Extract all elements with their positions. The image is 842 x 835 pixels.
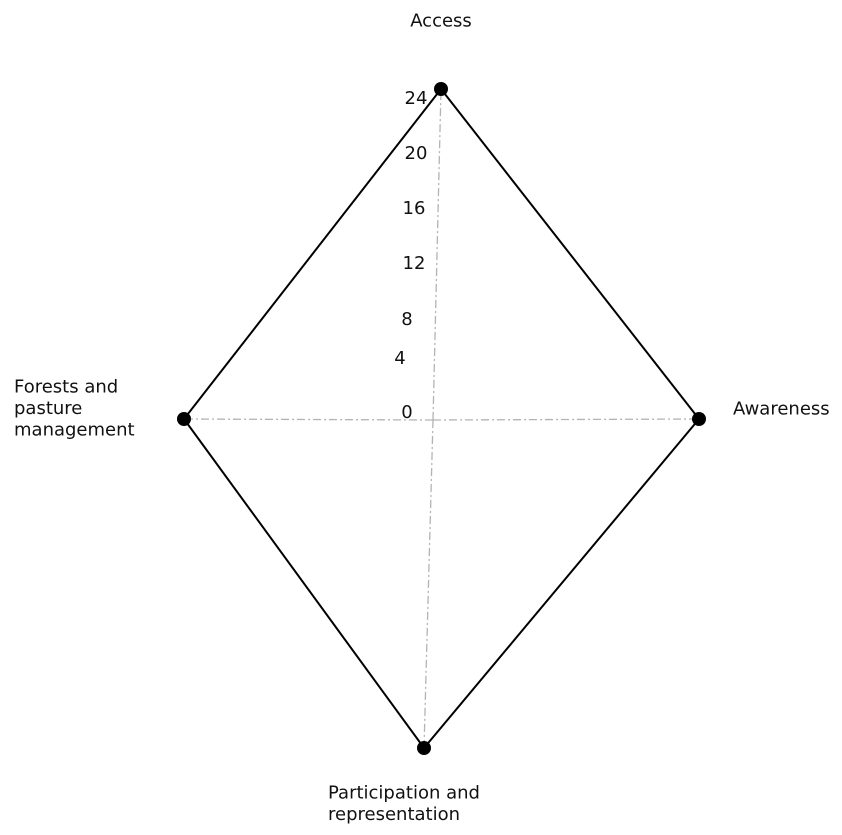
tick-label-0: 0 <box>401 402 412 423</box>
axis-label-awareness: Awareness <box>733 398 830 419</box>
radial-tick-labels: 0 4 8 12 16 20 24 <box>394 88 427 423</box>
axis-label-forests-and-pasture-management: Forests and pasture management <box>14 376 135 440</box>
spoke-access <box>432 88 442 421</box>
tick-label-4: 4 <box>394 348 405 369</box>
tick-label-8: 8 <box>401 309 412 330</box>
axis-label-access: Access <box>410 10 472 31</box>
series-polygon <box>182 87 701 750</box>
tick-label-24: 24 <box>405 88 428 109</box>
grid-spokes <box>183 88 700 749</box>
tick-label-12: 12 <box>403 253 426 274</box>
axis-label-participation-and-representation: Participation and representation <box>328 782 480 825</box>
spoke-forests-and-pasture-management <box>183 418 434 421</box>
data-point-forests-and-pasture-management <box>177 412 191 426</box>
axis-labels: Access Awareness Participation and represen… <box>14 10 830 825</box>
data-point-awareness <box>692 412 706 426</box>
data-point-participation-and-representation <box>417 741 431 755</box>
spoke-participation-and-representation <box>423 419 434 749</box>
tick-label-16: 16 <box>403 198 426 219</box>
tick-label-20: 20 <box>405 143 428 164</box>
series-layer <box>177 82 706 755</box>
data-point-access <box>434 82 448 96</box>
spoke-awareness <box>432 418 700 421</box>
